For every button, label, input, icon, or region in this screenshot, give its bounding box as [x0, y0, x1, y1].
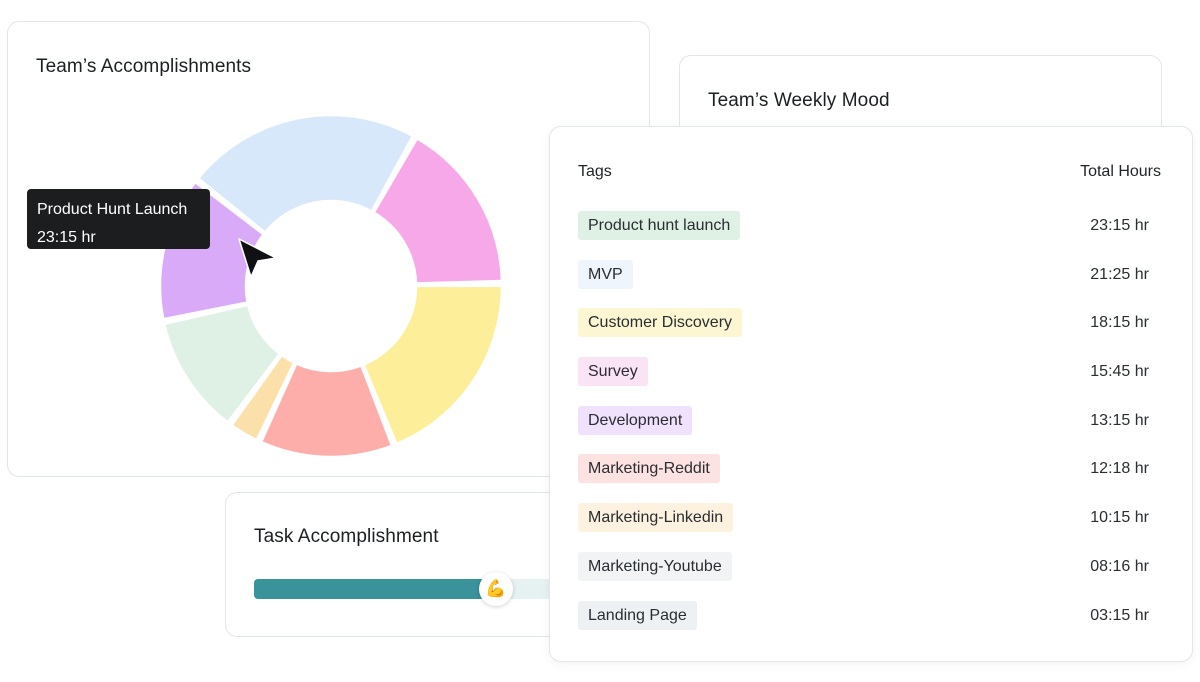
- donut-slice-marketing-reddit[interactable]: [259, 362, 394, 459]
- accomplishments-card: Team’s Accomplishments: [7, 21, 650, 477]
- tag-chip[interactable]: Survey: [578, 357, 648, 387]
- tags-list: Product hunt launch 23:15 hr MVP 21:25 hr …: [578, 211, 1164, 649]
- tag-row[interactable]: Customer Discovery 18:15 hr: [578, 308, 1164, 357]
- tag-hours: 08:16 hr: [1090, 557, 1149, 575]
- tooltip-value: 23:15 hr: [37, 229, 96, 246]
- tag-chip[interactable]: Product hunt launch: [578, 211, 741, 240]
- tag-chip[interactable]: Marketing-Linkedin: [578, 503, 734, 533]
- accomplishments-title: Team’s Accomplishments: [36, 56, 252, 77]
- tag-hours: 18:15 hr: [1090, 314, 1149, 332]
- donut-slice-product-hunt-launch[interactable]: [162, 303, 281, 424]
- tag-row[interactable]: Marketing-Linkedin 10:15 hr: [578, 503, 1164, 552]
- tag-chip[interactable]: Landing Page: [578, 600, 697, 630]
- task-accomplishment-title: Task Accomplishment: [254, 526, 439, 547]
- donut-slice-mvp[interactable]: [196, 113, 415, 234]
- accomplishments-donut-chart[interactable]: [8, 22, 651, 478]
- hours-column-header: Total Hours: [1080, 163, 1161, 180]
- tag-row[interactable]: Development 13:15 hr: [578, 405, 1164, 455]
- weekly-mood-title: Team’s Weekly Mood: [708, 90, 890, 111]
- tag-row[interactable]: Marketing-Youtube 08:16 hr: [578, 551, 1164, 601]
- tag-chip[interactable]: Development: [578, 405, 693, 435]
- tag-chip[interactable]: Customer Discovery: [578, 308, 743, 338]
- donut-slice-survey[interactable]: [372, 136, 504, 285]
- tag-chip[interactable]: Marketing-Reddit: [578, 454, 720, 484]
- donut-slice-customer-discovery[interactable]: [362, 284, 504, 446]
- chart-tooltip: Product Hunt Launch 23:15 hr: [27, 189, 210, 249]
- tag-chip[interactable]: MVP: [578, 259, 633, 289]
- tag-row[interactable]: Marketing-Reddit 12:18 hr: [578, 454, 1164, 503]
- tag-hours: 21:25 hr: [1090, 265, 1149, 283]
- tooltip-label: Product Hunt Launch: [37, 201, 188, 218]
- tag-row[interactable]: MVP 21:25 hr: [578, 259, 1164, 309]
- flexed-arm-icon[interactable]: 💪: [478, 572, 513, 606]
- tag-hours: 23:15 hr: [1090, 217, 1149, 234]
- donut-slice-marketing-linkedin[interactable]: [230, 353, 296, 442]
- tag-row[interactable]: Product hunt launch 23:15 hr: [578, 211, 1164, 260]
- task-progress-fill: [254, 579, 496, 599]
- tag-hours: 03:15 hr: [1090, 606, 1149, 624]
- tag-hours: 12:18 hr: [1090, 460, 1149, 478]
- tag-hours: 13:15 hr: [1090, 411, 1149, 429]
- tags-column-header: Tags: [578, 163, 612, 180]
- mouse-pointer-icon: [238, 238, 277, 278]
- tag-row[interactable]: Survey 15:45 hr: [578, 357, 1164, 406]
- tags-hours-card: Tags Total Hours Product hunt launch 23:1…: [549, 126, 1193, 662]
- task-progress-bar: 💪: [254, 572, 564, 606]
- task-accomplishment-card: Task Accomplishment 💪: [225, 492, 585, 637]
- tag-hours: 15:45 hr: [1090, 363, 1149, 381]
- tag-chip[interactable]: Marketing-Youtube: [578, 551, 732, 581]
- tag-row[interactable]: Landing Page 03:15 hr: [578, 600, 1164, 650]
- tag-hours: 10:15 hr: [1090, 509, 1149, 527]
